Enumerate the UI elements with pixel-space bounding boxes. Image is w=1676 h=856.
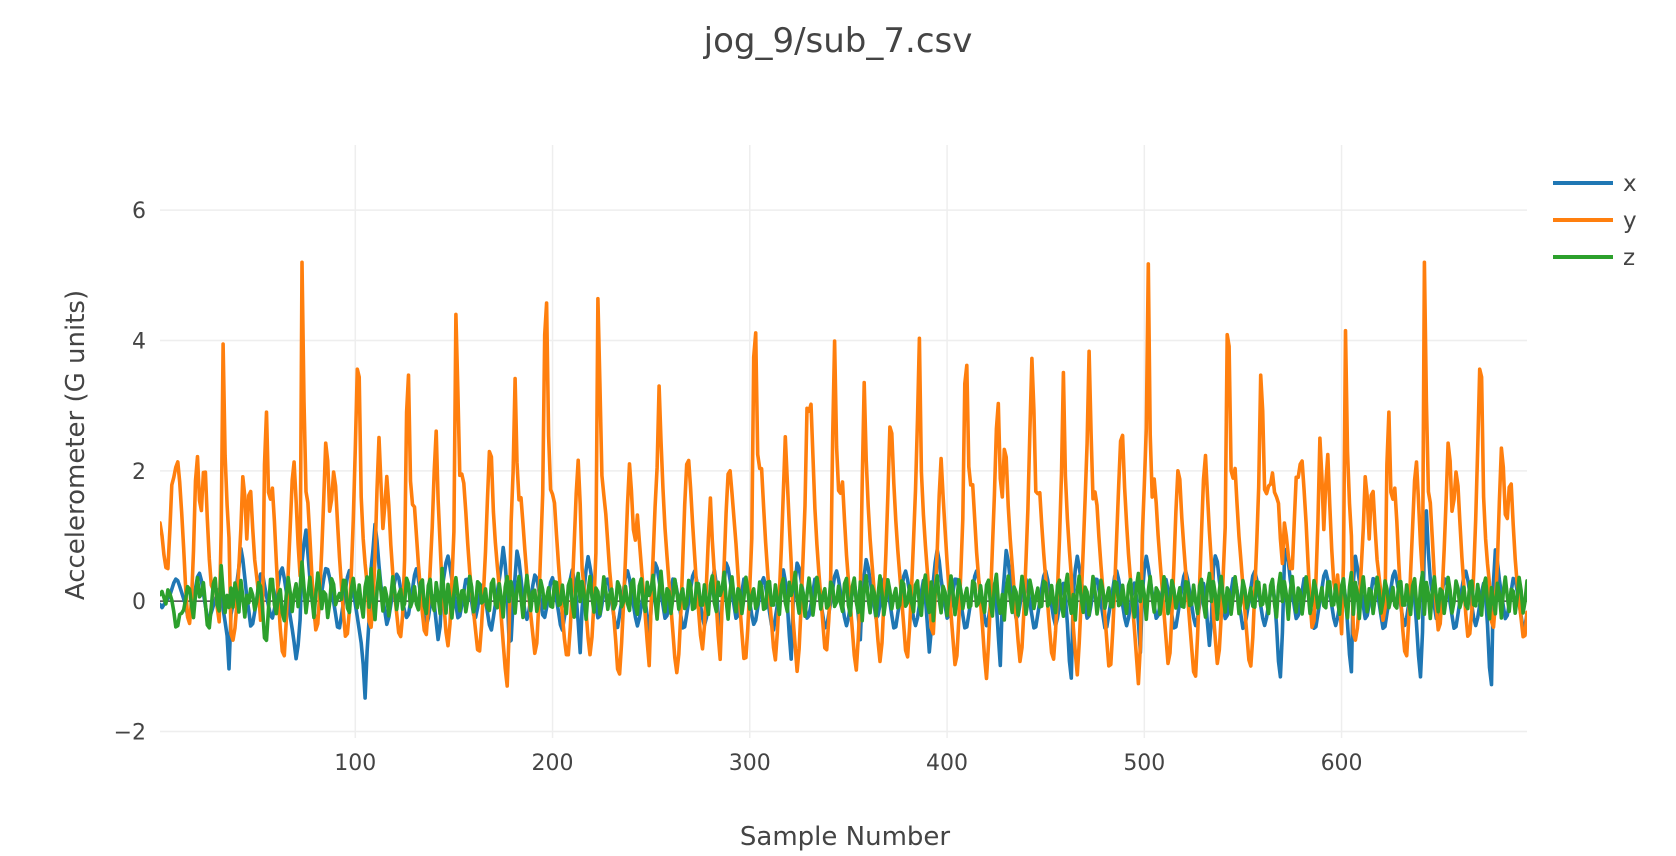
y-axis-title: Accelerometer (G units): [61, 290, 91, 600]
legend-item-y[interactable]: y: [1553, 208, 1637, 234]
y-tick-label: 2: [132, 460, 146, 485]
y-tick-label: 4: [132, 329, 146, 354]
y-tick-label: 0: [132, 590, 146, 615]
x-tick-label: 300: [729, 751, 771, 776]
x-axis-title: Sample Number: [740, 822, 951, 852]
legend-item-x[interactable]: x: [1553, 171, 1637, 197]
series-line-y: [160, 260, 1527, 688]
x-tick-label: 400: [926, 751, 968, 776]
gridlines: [160, 145, 1527, 738]
x-tick-label: 500: [1123, 751, 1165, 776]
legend-label: y: [1623, 208, 1637, 234]
y-tick-label: −2: [114, 720, 146, 745]
y-tick-label: 6: [132, 199, 146, 224]
series-line-z: [160, 560, 1527, 643]
x-tick-label: 200: [532, 751, 574, 776]
legend: xyz: [1553, 171, 1637, 271]
legend-label: z: [1623, 245, 1635, 271]
chart-title: jog_9/sub_7.csv: [703, 21, 973, 61]
x-axis-ticks: 100 200 300 400 500 600: [334, 751, 1362, 776]
x-tick-label: 600: [1321, 751, 1363, 776]
legend-label: x: [1623, 171, 1637, 197]
y-axis-ticks: −2 0 2 4 6: [114, 199, 146, 745]
plot-area: [160, 260, 1527, 700]
x-tick-label: 100: [334, 751, 376, 776]
legend-item-z[interactable]: z: [1553, 245, 1635, 271]
